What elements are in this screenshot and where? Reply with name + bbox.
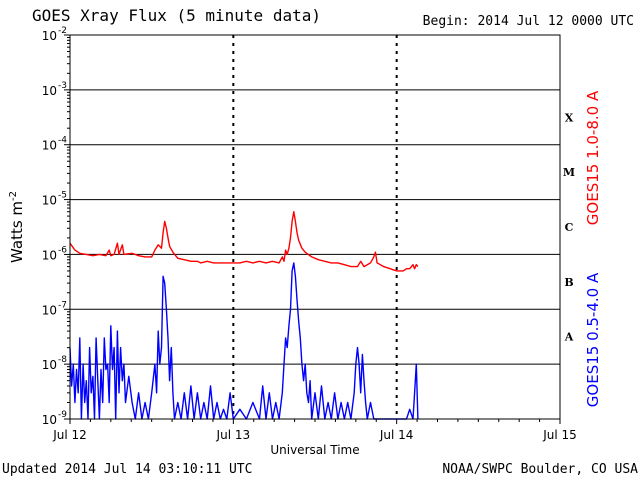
y-tick-exponent: -4 [58, 136, 67, 146]
credit-text: NOAA/SWPC Boulder, CO USA [442, 462, 638, 477]
x-tick-label: Jul 15 [542, 428, 577, 442]
y-tick-exponent: -8 [58, 355, 67, 365]
legend-long-channel: GOES15 1.0-8.0 A [584, 90, 602, 225]
flare-class-A: A [564, 331, 574, 344]
y-tick-label: 10 [42, 413, 57, 427]
x-axis-title: Universal Time [270, 443, 359, 457]
series-long-channel [69, 211, 419, 272]
y-axis-title: Watts m-2 [8, 191, 26, 263]
plot-frame [69, 34, 561, 420]
y-tick-exponent: -5 [58, 191, 67, 201]
y-tick-exponent: -2 [58, 26, 67, 36]
y-tick-label: 10 [42, 194, 57, 208]
grid [70, 35, 560, 419]
y-tick-label: 10 [42, 84, 57, 98]
y-axis-title-text: Watts m [8, 201, 26, 263]
x-axis: Jul 12 Jul 13 Jul 14 Jul 15 [52, 419, 577, 442]
flare-class-X: X [565, 111, 574, 124]
y-axis: 10-210-310-410-510-610-710-810-9 [42, 26, 70, 427]
updated-timestamp: Updated 2014 Jul 14 03:10:11 UTC [2, 462, 253, 477]
svg-text:Watts m-2: Watts m-2 [8, 191, 26, 263]
series-short-channel [69, 262, 419, 420]
y-tick-exponent: -9 [58, 410, 67, 420]
y-tick-label: 10 [42, 139, 57, 153]
chart-title: GOES Xray Flux (5 minute data) [32, 6, 321, 25]
legend-short-channel: GOES15 0.5-4.0 A [584, 272, 602, 407]
flare-class-M: M [563, 166, 575, 179]
series-layer [69, 211, 419, 420]
x-tick-label: Jul 13 [216, 428, 251, 442]
x-tick-label: Jul 14 [379, 428, 414, 442]
flare-class-labels: X M C B A [563, 111, 575, 343]
y-axis-title-exponent: -2 [8, 191, 19, 201]
y-tick-exponent: -7 [58, 300, 67, 310]
flare-class-B: B [564, 276, 573, 289]
y-tick-exponent: -6 [58, 245, 67, 255]
y-tick-label: 10 [42, 358, 57, 372]
flare-class-C: C [565, 221, 574, 234]
y-tick-label: 10 [42, 29, 57, 43]
y-tick-label: 10 [42, 248, 57, 262]
y-tick-label: 10 [42, 303, 57, 317]
begin-timestamp: Begin: 2014 Jul 12 0000 UTC [422, 14, 634, 29]
x-tick-label: Jul 12 [52, 428, 87, 442]
y-tick-exponent: -3 [58, 81, 67, 91]
